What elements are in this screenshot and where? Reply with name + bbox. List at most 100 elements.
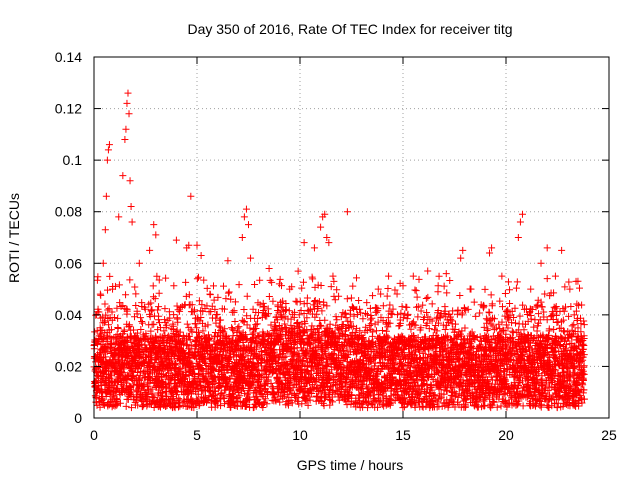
data-point xyxy=(175,395,183,403)
data-point xyxy=(331,296,339,304)
data-point xyxy=(487,320,495,328)
data-point xyxy=(457,254,465,262)
data-point xyxy=(150,221,158,229)
data-point xyxy=(342,314,350,322)
data-point xyxy=(372,327,380,335)
data-point xyxy=(185,291,193,299)
data-point xyxy=(413,293,421,301)
data-point xyxy=(188,328,196,336)
data-point xyxy=(137,314,145,322)
data-point xyxy=(163,321,171,329)
data-point xyxy=(94,339,102,347)
data-point xyxy=(177,367,185,375)
data-point xyxy=(238,234,246,241)
data-point xyxy=(251,280,259,288)
data-point xyxy=(418,381,426,389)
data-point xyxy=(487,291,495,299)
data-point xyxy=(113,400,121,408)
data-point xyxy=(228,325,236,333)
data-point xyxy=(294,267,302,275)
data-point xyxy=(122,338,130,346)
data-point xyxy=(172,236,180,244)
data-point xyxy=(148,375,156,383)
data-point xyxy=(129,373,137,381)
data-point xyxy=(225,288,233,296)
data-point xyxy=(119,172,127,180)
data-point xyxy=(215,322,223,330)
data-point xyxy=(162,380,170,388)
data-point xyxy=(488,244,496,252)
data-point xyxy=(179,401,187,409)
data-point xyxy=(238,316,246,324)
data-point xyxy=(107,372,115,380)
data-point xyxy=(188,301,196,309)
data-point xyxy=(220,328,228,336)
data-point xyxy=(350,312,358,320)
data-point xyxy=(225,334,233,342)
data-point xyxy=(349,282,357,290)
data-point xyxy=(196,378,204,386)
data-point xyxy=(150,344,158,352)
data-point xyxy=(409,272,417,280)
data-point xyxy=(122,125,130,133)
data-point xyxy=(456,292,464,299)
data-point xyxy=(183,320,191,328)
data-point xyxy=(398,303,406,311)
data-point xyxy=(107,370,115,378)
data-point xyxy=(193,241,201,249)
data-point xyxy=(566,285,574,293)
data-point xyxy=(269,297,277,305)
data-point xyxy=(126,276,134,284)
data-point xyxy=(551,272,559,280)
data-point xyxy=(127,203,135,211)
data-point xyxy=(103,156,111,164)
data-point xyxy=(415,275,423,283)
data-point xyxy=(170,282,178,290)
data-point xyxy=(309,275,317,283)
data-point xyxy=(108,308,116,316)
data-point xyxy=(197,313,205,321)
data-point xyxy=(105,321,113,329)
data-point xyxy=(245,221,252,229)
data-point xyxy=(194,333,202,341)
data-point xyxy=(134,401,142,409)
data-point xyxy=(558,246,566,254)
data-point xyxy=(329,272,337,280)
data-point xyxy=(212,344,220,352)
data-point xyxy=(103,348,111,356)
data-point xyxy=(116,399,124,407)
data-point xyxy=(210,282,218,290)
data-point xyxy=(374,285,382,293)
data-point xyxy=(404,310,412,318)
data-point xyxy=(343,208,351,216)
data-point xyxy=(198,301,206,309)
data-point xyxy=(411,286,419,294)
data-point xyxy=(155,303,163,311)
data-point xyxy=(104,286,112,294)
data-point xyxy=(297,307,305,315)
data-point xyxy=(224,257,232,265)
data-point xyxy=(235,327,243,335)
data-point xyxy=(114,324,122,332)
data-point xyxy=(422,294,430,302)
data-point xyxy=(151,295,159,303)
data-point xyxy=(287,315,295,323)
data-point xyxy=(177,304,185,312)
data-point xyxy=(321,316,329,324)
data-point xyxy=(211,305,219,313)
data-point xyxy=(227,403,235,411)
data-point xyxy=(175,365,183,373)
data-point xyxy=(210,367,218,375)
data-point xyxy=(137,325,145,333)
data-point xyxy=(220,305,228,313)
data-point xyxy=(518,210,526,218)
data-point xyxy=(214,372,222,380)
data-point xyxy=(472,312,480,320)
data-point xyxy=(139,319,147,327)
data-point xyxy=(101,342,109,350)
data-point xyxy=(435,272,443,280)
data-point xyxy=(224,289,232,297)
data-point xyxy=(132,290,140,298)
data-point xyxy=(498,272,506,280)
data-point xyxy=(434,282,442,290)
